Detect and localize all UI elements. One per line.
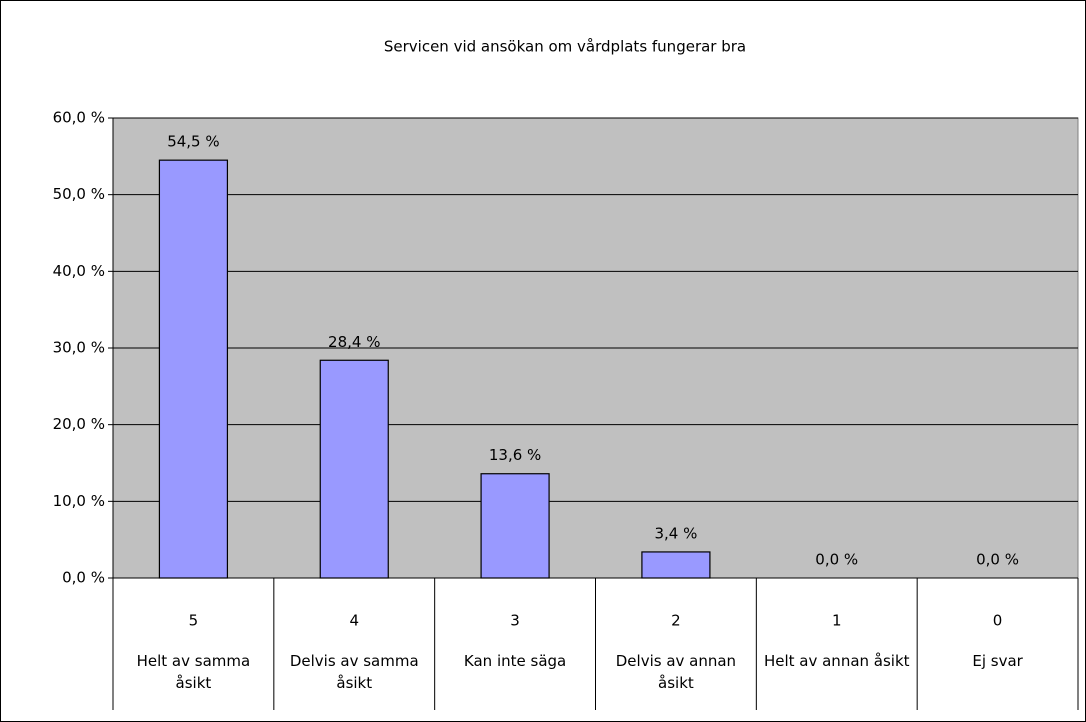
data-label: 0,0 % <box>976 551 1019 569</box>
data-label: 3,4 % <box>654 524 697 542</box>
bar <box>319 359 389 579</box>
y-tick-label: 20,0 % <box>53 415 105 433</box>
x-tick-label: 2 <box>671 612 681 630</box>
y-tick-label: 30,0 % <box>53 339 105 357</box>
bar <box>641 551 711 579</box>
data-label: 0,0 % <box>815 551 858 569</box>
x-tick-label: 1 <box>832 612 842 630</box>
x-tick-label: 3 <box>510 612 520 630</box>
x-category-description: Delvis av annan åsikt <box>616 652 736 692</box>
bar <box>158 159 229 579</box>
x-category-description: Helt av samma åsikt <box>137 652 251 692</box>
x-tick-label: 4 <box>349 612 359 630</box>
bar <box>480 473 550 579</box>
x-tick-label: 0 <box>993 612 1003 630</box>
x-category-description: Kan inte säga <box>464 652 566 670</box>
y-tick-label: 10,0 % <box>53 492 105 510</box>
x-category-description: Ej svar <box>972 652 1023 670</box>
y-tick-label: 40,0 % <box>53 262 105 280</box>
data-label: 13,6 % <box>489 446 541 464</box>
y-tick-label: 50,0 % <box>53 185 105 203</box>
data-label: 54,5 % <box>167 133 219 151</box>
y-tick-label: 60,0 % <box>53 109 105 127</box>
x-tick-label: 5 <box>189 612 199 630</box>
x-category-description: Delvis av samma åsikt <box>290 652 419 692</box>
data-label: 28,4 % <box>328 333 380 351</box>
y-tick-label: 0,0 % <box>62 569 105 587</box>
x-category-description: Helt av annan åsikt <box>764 652 910 670</box>
chart-title: Servicen vid ansökan om vårdplats funger… <box>384 38 746 56</box>
